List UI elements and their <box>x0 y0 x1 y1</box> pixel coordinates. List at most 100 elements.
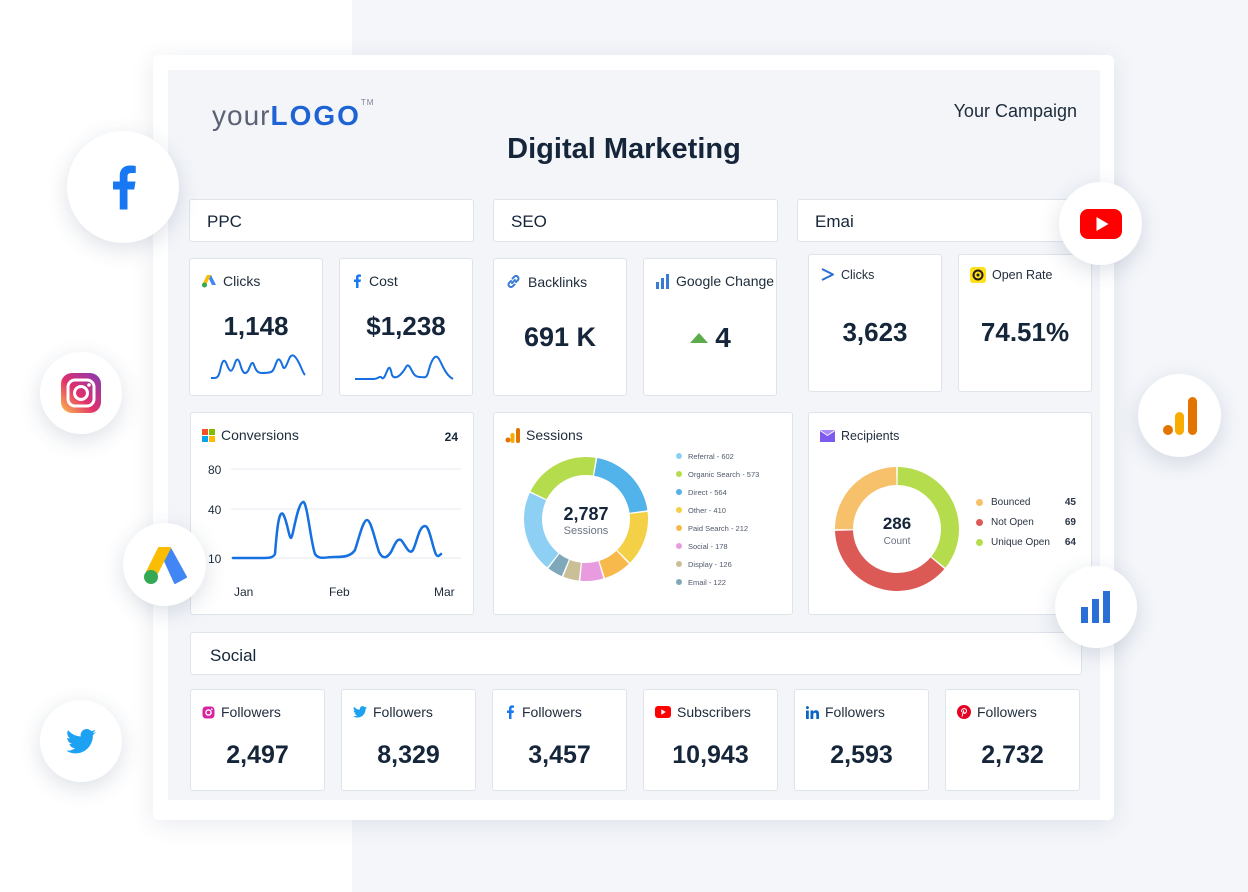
donut-slice <box>897 467 959 568</box>
social-card-linkedin[interactable]: Followers 2,593 <box>794 689 929 791</box>
instagram-integration-bubble[interactable] <box>40 352 122 434</box>
social-value: 10,943 <box>672 741 749 769</box>
facebook-icon <box>354 274 361 288</box>
conversions-line-plot <box>231 468 461 560</box>
seo-backlinks-value: 691 K <box>523 322 597 352</box>
google-ads-icon <box>202 275 216 288</box>
donut-slice <box>594 458 648 513</box>
legend-item: Direct - 564 <box>676 483 759 501</box>
legend-item: Bounced 45 <box>976 492 1076 512</box>
google-analytics-icon <box>1162 396 1197 435</box>
donut-slice <box>530 457 596 500</box>
ppc-clicks-value: 1,148 <box>223 311 289 341</box>
google-analytics-integration-bubble[interactable] <box>1138 374 1221 457</box>
donut-slice <box>563 559 581 581</box>
campaign-monitor-icon <box>821 268 834 281</box>
section-header-email: Emai <box>797 199 1082 242</box>
sessions-donut <box>524 457 648 581</box>
recipients-donut <box>835 467 959 591</box>
donut-slice <box>580 561 604 581</box>
social-label: Followers <box>221 704 281 720</box>
google-analytics-icon <box>505 427 520 443</box>
conversions-total: 24 <box>444 430 458 444</box>
sessions-chart-card[interactable]: Sessions 2,787 Sessions Referral - 602 O… <box>493 412 793 615</box>
x-tick-jan: Jan <box>234 585 254 599</box>
twitter-icon <box>66 728 96 753</box>
ppc-cost-value: $1,238 <box>366 311 446 341</box>
email-open-rate-label: Open Rate <box>992 268 1053 282</box>
seo-google-change-label: Google Change <box>676 273 775 289</box>
social-card-pinterest[interactable]: Followers 2,732 <box>945 689 1080 791</box>
donut-slice <box>599 550 629 579</box>
y-tick-80: 80 <box>208 463 222 477</box>
social-card-twitter[interactable]: Followers 8,329 <box>341 689 476 791</box>
social-value: 8,329 <box>377 741 440 769</box>
donut-slice <box>617 511 648 563</box>
social-value: 3,457 <box>528 741 591 769</box>
conversions-label: Conversions <box>221 427 299 443</box>
social-value: 2,732 <box>981 741 1044 769</box>
ppc-clicks-sparkline <box>210 354 306 380</box>
recipients-chart-card[interactable]: Recipients 286 Count Bounced 45 Not Open 6… <box>808 412 1092 615</box>
social-card-facebook[interactable]: Followers 3,457 <box>492 689 627 791</box>
legend-item: Paid Search - 212 <box>676 519 759 537</box>
recipients-center-label: Count <box>883 536 911 547</box>
recipients-label: Recipients <box>841 429 900 443</box>
email-clicks-card[interactable]: Clicks 3,623 <box>808 254 942 392</box>
ppc-cost-sparkline <box>355 355 454 380</box>
donut-slice <box>524 492 559 568</box>
conversions-chart-card[interactable]: Conversions 24 80 40 10 Jan Feb Mar <box>190 412 474 615</box>
ppc-cost-card[interactable]: Cost $1,238 <box>339 258 473 396</box>
bar-chart-icon <box>656 273 669 289</box>
seo-backlinks-label: Backlinks <box>528 273 588 290</box>
seo-google-change-card[interactable]: Google Change 4 <box>643 258 777 396</box>
facebook-integration-bubble[interactable] <box>67 131 179 243</box>
email-envelope-icon <box>820 429 835 442</box>
seo-google-change-value: 4 <box>715 322 731 353</box>
donut-slice <box>835 467 897 530</box>
youtube-icon <box>655 706 671 718</box>
social-label: Followers <box>977 704 1037 720</box>
sessions-label: Sessions <box>526 427 583 443</box>
email-open-rate-card[interactable]: Open Rate 74.51% <box>958 254 1092 392</box>
social-card-youtube[interactable]: Subscribers 10,943 <box>643 689 778 791</box>
google-data-studio-integration-bubble[interactable] <box>1055 566 1137 648</box>
campaign-name: Your Campaign <box>953 101 1077 121</box>
bar-chart-icon <box>1081 591 1110 623</box>
legend-item: Not Open 69 <box>976 512 1076 532</box>
microsoft-ads-icon <box>202 428 215 442</box>
facebook-icon <box>507 705 514 719</box>
legend-item: Display - 126 <box>676 555 759 573</box>
y-tick-10: 10 <box>208 552 222 566</box>
legend-item: Other - 410 <box>676 501 759 519</box>
email-open-rate-value: 74.51% <box>980 317 1070 347</box>
email-clicks-value: 3,623 <box>842 317 908 347</box>
company-logo: yourLOGOTM <box>212 98 375 131</box>
sessions-center-label: Sessions <box>563 525 609 537</box>
section-header-seo: SEO <box>493 199 778 242</box>
page-title: Digital Marketing <box>507 133 741 165</box>
legend-item: Social - 178 <box>676 537 759 555</box>
donut-slice <box>548 554 569 577</box>
twitter-integration-bubble[interactable] <box>40 700 122 782</box>
social-card-instagram[interactable]: Followers 2,497 <box>190 689 325 791</box>
mailchimp-icon <box>970 267 986 283</box>
email-clicks-label: Clicks <box>841 267 875 282</box>
pinterest-icon <box>957 705 971 719</box>
google-ads-integration-bubble[interactable] <box>123 523 206 606</box>
section-header-social: Social <box>190 632 1082 675</box>
social-value: 2,497 <box>226 741 289 769</box>
social-label: Subscribers <box>677 704 751 720</box>
twitter-icon <box>353 706 367 718</box>
x-tick-feb: Feb <box>329 585 350 599</box>
legend-item: Organic Search - 573 <box>676 465 759 483</box>
social-value: 2,593 <box>830 741 893 769</box>
google-ads-icon <box>143 546 187 584</box>
youtube-integration-bubble[interactable] <box>1059 182 1142 265</box>
legend-item: Referral - 602 <box>676 447 759 465</box>
recipients-total: 286 <box>882 514 912 533</box>
donut-slice <box>835 530 945 591</box>
social-label: Followers <box>522 704 582 720</box>
ppc-clicks-card[interactable]: Clicks 1,148 <box>189 258 323 396</box>
seo-backlinks-card[interactable]: Backlinks 691 K <box>493 258 627 396</box>
